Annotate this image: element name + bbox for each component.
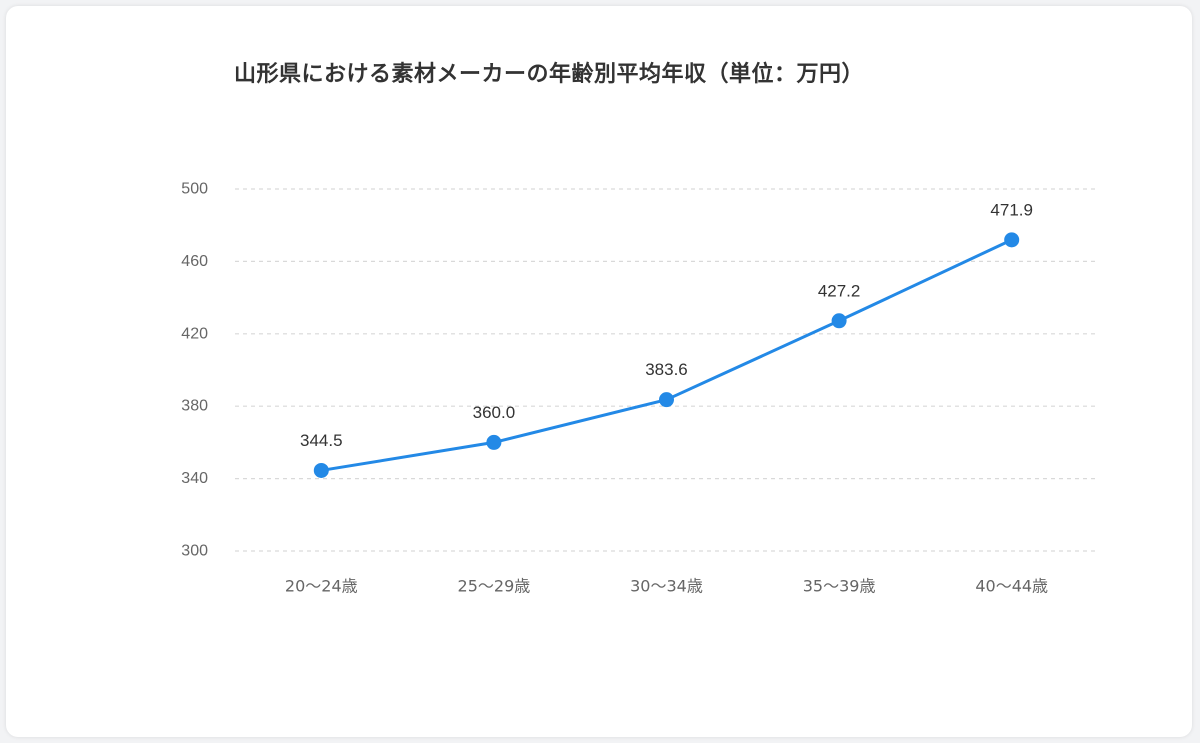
data-label: 471.9 [990, 200, 1033, 219]
data-point [1004, 232, 1020, 248]
x-tick-label: 35〜39歳 [803, 577, 876, 596]
data-point [486, 434, 502, 450]
data-label: 427.2 [818, 281, 861, 300]
data-label: 344.5 [300, 431, 343, 450]
chart-card: 山形県における素材メーカーの年齢別平均年収（単位：万円） [6, 6, 1192, 737]
y-tick-label: 420 [181, 325, 208, 342]
data-point [831, 313, 847, 329]
y-tick-label: 460 [181, 253, 208, 270]
y-tick-label: 300 [181, 543, 208, 560]
data-label: 383.6 [645, 360, 688, 379]
series-line [319, 238, 1014, 472]
x-tick-label: 40〜44歳 [975, 577, 1048, 596]
y-tick-label: 340 [181, 470, 208, 487]
y-tick-label: 500 [181, 181, 208, 198]
y-tick-label: 380 [181, 398, 208, 415]
data-point [659, 392, 674, 408]
data-label: 360.0 [473, 403, 516, 422]
data-point [313, 462, 329, 478]
chart-title: 山形県における素材メーカーの年齢別平均年収（単位：万円） [234, 62, 865, 87]
x-tick-label: 30〜34歳 [630, 577, 703, 596]
x-tick-label: 20〜24歳 [285, 577, 358, 596]
x-tick-label: 25〜29歳 [458, 577, 531, 596]
